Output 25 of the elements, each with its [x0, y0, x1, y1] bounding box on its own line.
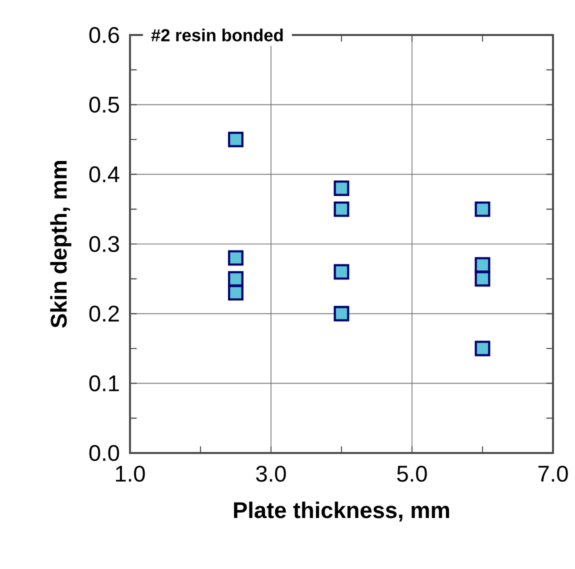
y-tick-label: 0.1: [89, 375, 119, 392]
point: [474, 271, 490, 287]
y-tick-label: 0.4: [89, 166, 120, 182]
point: [228, 132, 244, 148]
x-tick-label: 5.0: [397, 466, 427, 482]
y-axis-title: Skin depth, mm: [50, 161, 72, 328]
x-tick-label: 3.0: [256, 466, 286, 482]
x-tick-label: 1.0: [116, 466, 145, 482]
chart-title: #2 resin bonded: [151, 28, 283, 42]
y-tick-label: 0.6: [89, 26, 119, 44]
x-axis-title: Plate thickness, mm: [234, 502, 450, 522]
point: [228, 250, 244, 266]
y-tick-label: 0.5: [89, 96, 119, 113]
y-tick-label: 0.0: [89, 444, 120, 462]
point: [334, 201, 350, 217]
x-tick-label: 7.0: [538, 466, 568, 482]
point: [334, 264, 350, 280]
y-tick-label: 0.2: [89, 306, 119, 322]
point: [334, 180, 350, 196]
y-tick-label: 0.3: [89, 236, 119, 252]
point: [334, 306, 350, 322]
point: [474, 201, 490, 217]
point: [228, 271, 244, 287]
point: [474, 340, 490, 356]
point: [228, 285, 244, 301]
